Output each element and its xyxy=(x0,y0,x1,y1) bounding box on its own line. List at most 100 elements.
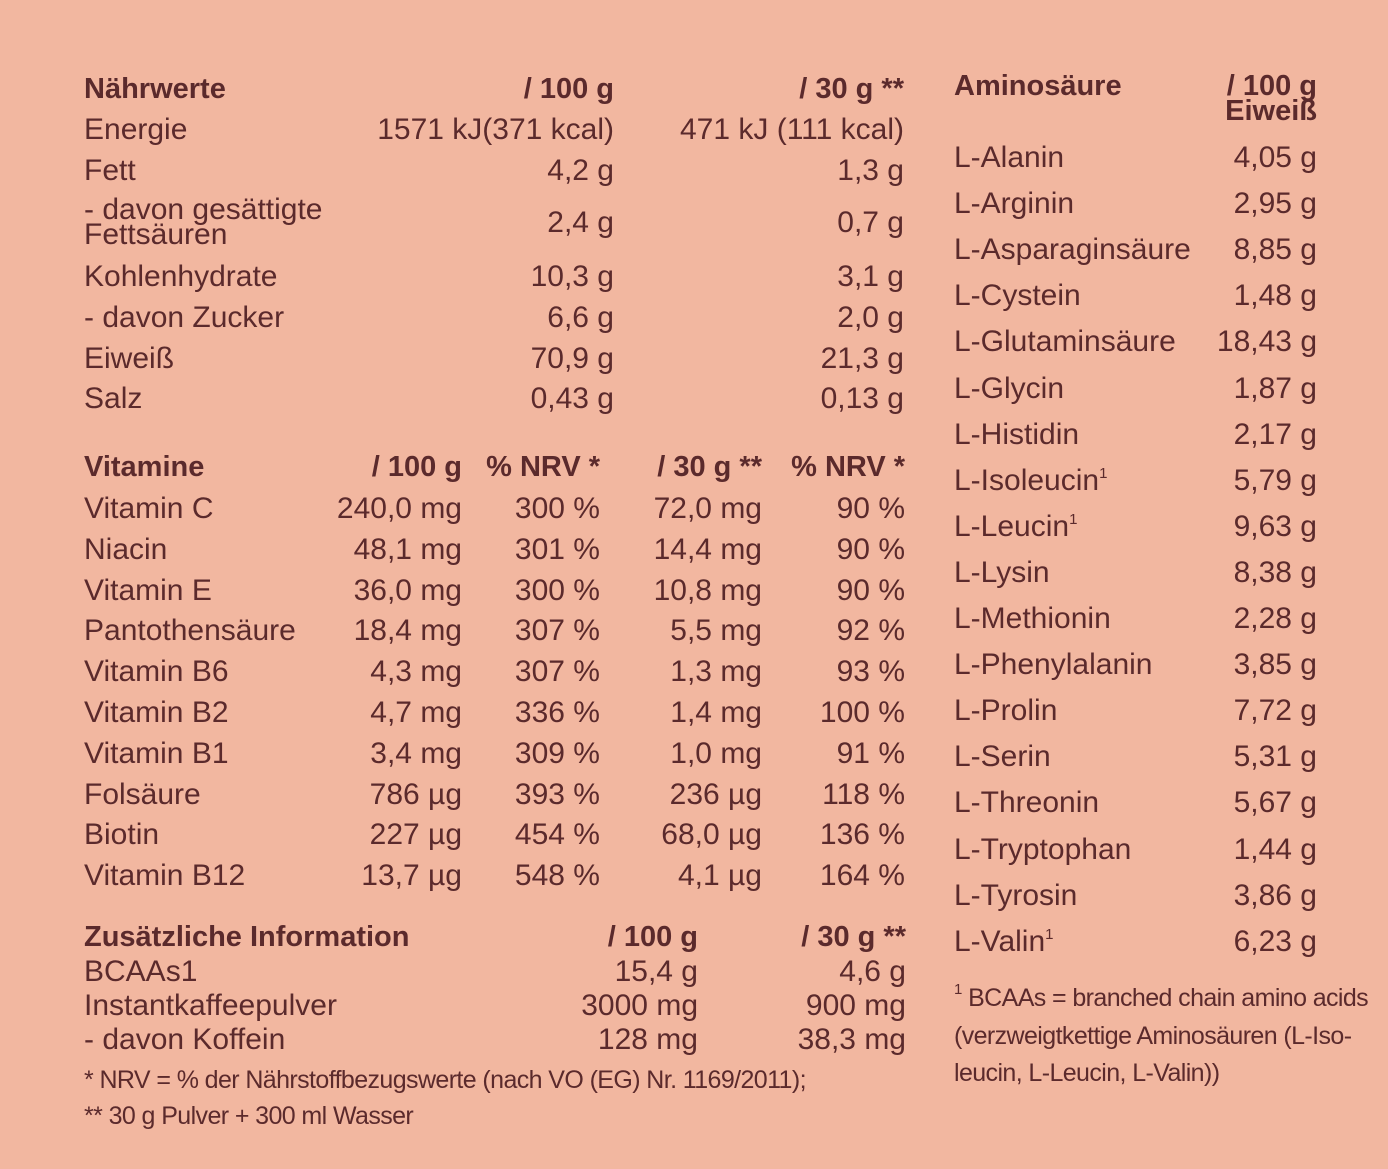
row-value-100g: 15,4 g xyxy=(614,955,698,988)
row-value-v30: 4,1 µg xyxy=(677,859,762,893)
footnote-mark: 1 xyxy=(1069,510,1078,528)
row-label: Vitamin B1 xyxy=(84,736,229,770)
col-header-30g: / 30 g ** xyxy=(657,451,762,483)
row-label: L-Histidin xyxy=(954,417,1080,451)
row-value-30g: 38,3 mg xyxy=(797,1023,906,1056)
row-value-nrv30: 92 % xyxy=(836,614,905,648)
col-header-100g: / 100 g xyxy=(371,451,462,483)
row-value-100g: 5,67 g xyxy=(1233,786,1317,820)
row-value-nrv100: 307 % xyxy=(514,655,600,689)
row-value-30g: 21,3 g xyxy=(820,342,904,375)
row-label: L-Tryptophan xyxy=(954,832,1132,866)
row-value-30g: 1,3 g xyxy=(837,154,904,187)
row-value-100g: 2,95 g xyxy=(1233,187,1317,221)
row-value-100g: 5,79 g xyxy=(1233,463,1317,497)
row-value-100g: 4,2 g xyxy=(547,154,614,187)
row-label: L-Isoleucin1 xyxy=(954,463,1108,497)
col-header-100g: / 100 g xyxy=(1226,70,1317,102)
row-value-30g: 0,7 g xyxy=(837,206,904,239)
col-header-nrv100: % NRV * xyxy=(486,451,600,483)
zusatz-header: Zusätzliche Information xyxy=(84,921,410,953)
row-value-nrv30: 93 % xyxy=(836,655,905,689)
row-label: BCAAs1 xyxy=(84,955,198,988)
row-value-100g: 70,9 g xyxy=(530,342,614,375)
row-value-v30: 10,8 mg xyxy=(653,573,762,607)
naehrwerte-header: Nährwerte xyxy=(84,73,226,105)
row-value-30g: 900 mg xyxy=(805,989,906,1022)
row-value-v100: 13,7 µg xyxy=(361,859,462,893)
row-value-100g: 1,44 g xyxy=(1233,832,1317,866)
vitamine-header: Vitamine xyxy=(84,451,205,483)
row-value-100g: 2,28 g xyxy=(1233,602,1317,635)
row-label: L-Lysin xyxy=(954,555,1050,589)
row-label: Vitamin B2 xyxy=(84,696,229,729)
row-value-v100: 18,4 mg xyxy=(353,614,462,648)
row-value-v100: 786 µg xyxy=(369,777,462,811)
row-label: L-Leucin1 xyxy=(954,509,1078,543)
row-value-v30: 5,5 mg xyxy=(670,614,762,648)
col-header-nrv30: % NRV * xyxy=(791,451,905,483)
col-header-30g: / 30 g ** xyxy=(799,73,904,105)
row-value-100g: 6,6 g xyxy=(547,301,614,334)
footnote-line: 1 BCAAs = branched chain amino acids xyxy=(954,981,1369,1012)
row-label: Vitamin C xyxy=(84,492,214,525)
row-value-30g: 2,0 g xyxy=(837,301,904,334)
row-label: L-Tyrosin xyxy=(954,878,1078,912)
row-value-nrv30: 136 % xyxy=(819,818,905,852)
row-value-100g: 8,38 g xyxy=(1233,555,1317,589)
row-label: Eiweiß xyxy=(84,342,175,375)
col-header-100g: / 100 g xyxy=(607,921,698,953)
row-label: L-Valin1 xyxy=(954,924,1054,958)
row-label: Energie xyxy=(84,113,188,146)
row-value-v100: 4,7 mg xyxy=(370,696,462,729)
row-value-nrv100: 336 % xyxy=(514,696,600,729)
row-value-v30: 1,0 mg xyxy=(670,736,762,770)
row-label: L-Glutaminsäure xyxy=(954,325,1176,359)
row-label: L-Alanin xyxy=(954,141,1065,174)
row-label: Instantkaffeepulver xyxy=(84,989,337,1022)
row-value-100g: 10,3 g xyxy=(530,260,614,293)
row-value-30g: 4,6 g xyxy=(839,955,906,988)
row-value-nrv100: 307 % xyxy=(514,614,600,648)
row-label: Niacin xyxy=(84,532,168,566)
row-label: Vitamin B6 xyxy=(84,655,229,689)
row-value-100g: 3000 mg xyxy=(581,989,698,1022)
row-value-nrv100: 309 % xyxy=(514,736,600,770)
row-value-100g: 3,86 g xyxy=(1233,878,1317,912)
row-label: - davon Koffein xyxy=(84,1023,286,1056)
row-value-v30: 1,3 mg xyxy=(670,655,762,689)
row-value-v30: 236 µg xyxy=(669,777,762,811)
row-value-30g: 0,13 g xyxy=(820,382,904,415)
row-label: L-Methionin xyxy=(954,602,1111,635)
row-value-30g: 471 kJ (111 kcal) xyxy=(680,113,904,146)
row-value-100g: 1571 kJ(371 kcal) xyxy=(377,113,614,146)
row-label: Fett xyxy=(84,154,136,187)
row-value-v100: 240,0 mg xyxy=(336,492,462,525)
row-label: L-Phenylalanin xyxy=(954,648,1153,682)
row-label: Vitamin B12 xyxy=(84,859,246,893)
row-label: L-Asparaginsäure xyxy=(954,233,1191,267)
row-value-nrv30: 91 % xyxy=(836,736,905,770)
row-value-v100: 36,0 mg xyxy=(353,573,462,607)
row-label: L-Arginin xyxy=(954,187,1075,221)
row-value-nrv30: 90 % xyxy=(836,573,905,607)
row-label: Biotin xyxy=(84,818,160,852)
row-value-nrv100: 454 % xyxy=(514,818,600,852)
row-value-100g: 5,31 g xyxy=(1233,740,1317,774)
col-header-30g: / 30 g ** xyxy=(801,921,906,953)
row-label: L-Glycin xyxy=(954,371,1065,405)
row-label-line1: - davon gesättigte xyxy=(84,193,323,226)
footnote-nrv: * NRV = % der Nährstoffbezugswerte (nach… xyxy=(84,1066,807,1094)
row-value-nrv100: 393 % xyxy=(514,777,600,811)
col-header-eiweiss: Eiweiß xyxy=(1225,95,1317,127)
row-value-30g: 3,1 g xyxy=(837,260,904,293)
row-value-v30: 1,4 mg xyxy=(670,696,762,729)
row-label: L-Prolin xyxy=(954,694,1058,728)
row-value-v100: 227 µg xyxy=(369,818,462,852)
row-value-100g: 3,85 g xyxy=(1233,648,1317,682)
row-label: Vitamin E xyxy=(84,573,212,607)
row-label: - davon Zucker xyxy=(84,301,285,334)
row-value-nrv30: 164 % xyxy=(819,859,905,893)
row-label-line2: Fettsäuren xyxy=(84,217,228,251)
row-value-100g: 1,87 g xyxy=(1233,371,1317,405)
